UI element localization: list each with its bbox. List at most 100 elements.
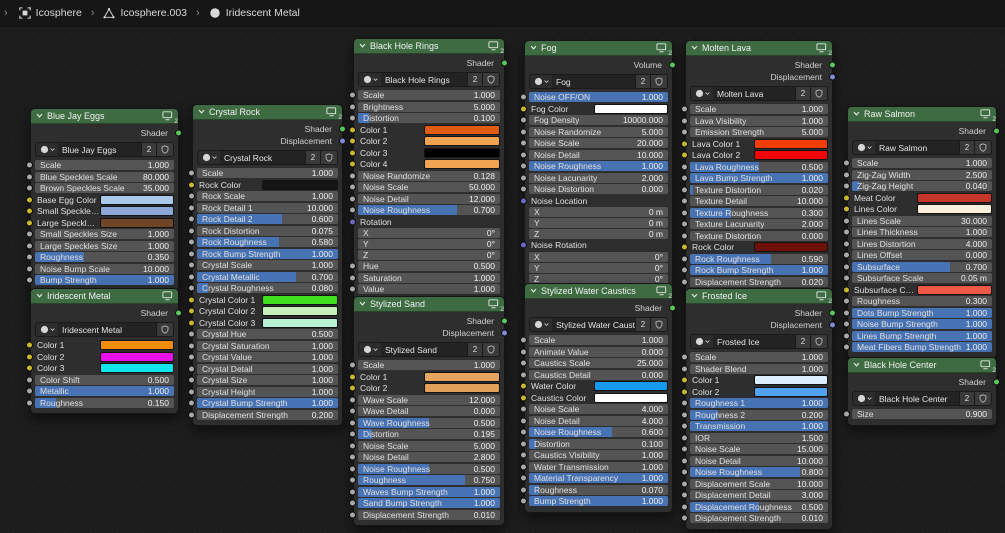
color-swatch[interactable] [262,317,338,328]
input-socket[interactable] [188,342,195,349]
value-slider[interactable]: Crystal Size 1.000 [197,375,338,385]
node-header[interactable]: Stylized Water Caustics 2 [525,284,672,300]
value-slider[interactable]: Roughness 1 1.000 [690,398,828,408]
collapse-chevron-icon[interactable] [853,360,860,370]
collapse-chevron-icon[interactable] [36,111,43,121]
value-slider[interactable]: Noise Detail 10.000 [529,149,668,160]
shader-node-group[interactable]: Stylized Water Caustics 2 Shader Stylize… [520,283,676,513]
input-socket[interactable] [188,296,195,303]
value-slider[interactable]: Noise OFF/ON 1.000 [529,92,668,102]
color-swatch[interactable] [423,371,500,382]
input-socket[interactable] [520,241,527,249]
input-socket[interactable] [188,192,195,200]
input-socket[interactable] [188,330,195,338]
output-socket[interactable] [993,378,1000,385]
value-slider[interactable]: Displacement Detail 3.000 [690,490,828,500]
input-socket[interactable] [349,499,356,507]
node-header[interactable]: Crystal Rock 2 [193,105,342,121]
input-socket[interactable] [681,163,688,170]
color-swatch[interactable] [754,386,828,397]
output-socket[interactable] [669,61,676,68]
value-slider[interactable]: Emission Strength 5.000 [690,127,828,137]
color-swatch[interactable] [593,103,668,114]
value-slider[interactable]: Fog Density 10000.000 [529,115,668,125]
output-socket[interactable] [339,137,346,144]
value-slider[interactable]: Rock Detail 1 10.000 [197,202,338,213]
input-socket[interactable] [349,361,356,369]
input-socket[interactable] [349,274,356,281]
value-slider[interactable]: Small Speckles Size 1.000 [35,229,174,239]
node-group-name[interactable]: Stylized Sand [385,344,437,355]
output-socket[interactable] [829,321,836,328]
input-socket[interactable] [681,388,688,395]
input-socket[interactable] [188,376,195,384]
input-socket[interactable] [681,376,688,384]
value-slider[interactable]: Lines Bump Strength 1.000 [852,330,992,341]
input-socket[interactable] [681,399,688,407]
input-socket[interactable] [349,206,356,214]
value-slider[interactable]: Distortion 0.100 [358,113,500,123]
value-slider[interactable]: Scale 1.000 [35,160,174,170]
value-slider[interactable]: Rock Distortion 0.075 [197,225,338,236]
value-slider[interactable]: Noise Scale 15.000 [690,444,828,454]
input-socket[interactable] [681,151,688,159]
input-socket[interactable] [520,428,527,436]
value-slider[interactable]: Crystal Bump Strength 1.000 [197,398,338,408]
input-socket[interactable] [26,196,33,203]
value-slider[interactable]: Roughness 2 0.200 [690,409,828,420]
value-slider[interactable]: Scale 1.000 [852,158,992,168]
input-socket[interactable] [843,332,850,339]
input-socket[interactable] [681,174,688,182]
input-socket[interactable] [188,388,195,395]
value-slider[interactable]: Texture Distortion 0.000 [690,230,828,241]
input-socket[interactable] [843,182,850,190]
input-socket[interactable] [681,434,688,441]
value-slider[interactable]: Noise Roughness 1.000 [529,161,668,171]
collapse-chevron-icon[interactable] [530,43,537,53]
node-group-users-button[interactable]: 2 [959,141,974,154]
output-socket[interactable] [829,61,836,68]
fake-user-shield-icon[interactable] [650,75,667,88]
value-slider[interactable]: Dots Bump Strength 1.000 [852,307,992,318]
input-socket[interactable] [26,253,33,261]
value-slider[interactable]: Texture Detail 10.000 [690,196,828,206]
fake-user-shield-icon[interactable] [974,392,991,405]
shader-node-group[interactable]: Stylized Sand 2 Shader Displacement Styl… [349,296,508,526]
color-swatch[interactable] [262,306,338,316]
value-slider[interactable]: Lines Distortion 4.000 [852,238,992,249]
input-socket[interactable] [843,320,850,328]
node-group-selector[interactable]: Molten Lava 2 [690,86,828,101]
input-socket[interactable] [681,140,688,147]
input-socket[interactable] [349,160,356,168]
input-socket[interactable] [188,227,195,234]
input-socket[interactable] [843,286,850,293]
output-socket[interactable] [175,129,182,136]
input-socket[interactable] [681,514,688,522]
value-slider[interactable]: Zig-Zag Width 2.500 [852,169,992,180]
value-slider[interactable]: Scale 1.000 [690,104,828,114]
node-group-selector[interactable]: Stylized Water Caustics 2 [529,317,668,332]
node-group-selector[interactable]: Crystal Rock 2 [197,150,338,165]
input-socket[interactable] [349,453,356,461]
input-socket[interactable] [843,410,850,418]
browse-node-group-icon[interactable] [359,343,381,356]
node-group-name[interactable]: Fog [556,76,571,87]
node-header[interactable]: Stylized Sand 2 [354,297,504,313]
input-socket[interactable] [681,480,688,487]
node-group-name[interactable]: Black Hole Center [879,393,948,404]
node-group-name[interactable]: Frosted Ice [717,336,760,347]
value-slider[interactable]: Caustics Scale 25.000 [529,358,668,368]
node-group-name[interactable]: Blue Jay Eggs [62,144,117,155]
input-socket[interactable] [843,194,850,201]
input-socket[interactable] [520,128,527,135]
value-slider[interactable]: Noise Roughness 0.500 [358,463,500,474]
node-header[interactable]: Raw Salmon 2 [848,107,996,123]
value-slider[interactable]: Distortion 0.195 [358,429,500,439]
input-socket[interactable] [349,396,356,403]
value-slider[interactable]: Crystal Roughness 0.080 [197,283,338,293]
shader-node-group[interactable]: Iridescent Metal Shader Iridescent Metal… [26,288,182,414]
value-slider[interactable]: Lava Visibility 1.000 [690,115,828,126]
browse-node-group-icon[interactable] [198,151,220,164]
input-socket[interactable] [520,116,527,124]
